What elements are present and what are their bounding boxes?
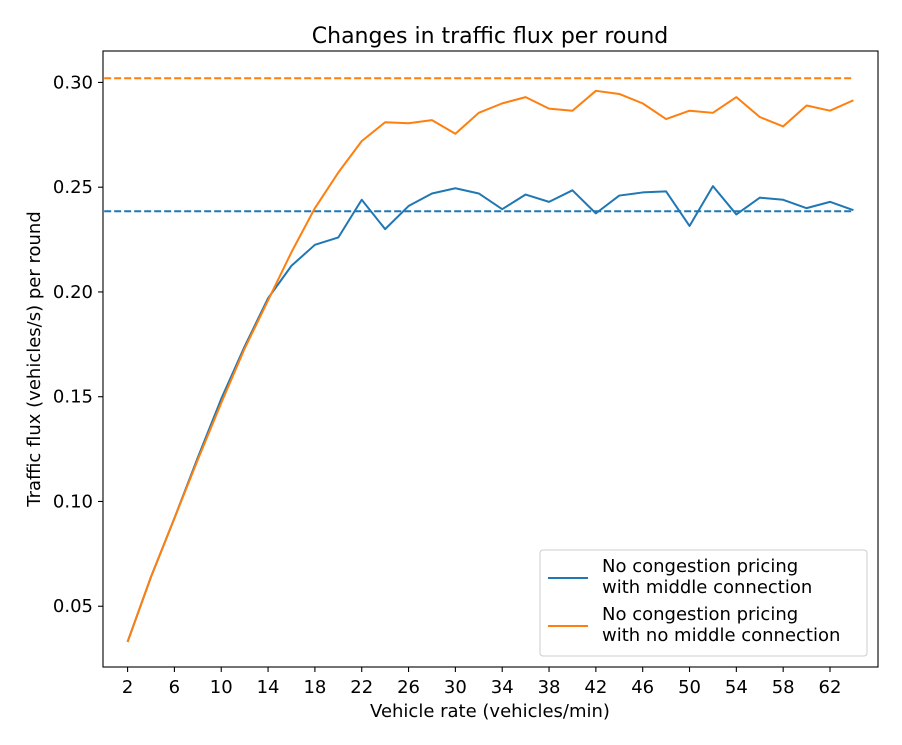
x-tick-label: 14 [257, 677, 280, 698]
legend-box [539, 549, 868, 657]
x-tick-label: 10 [210, 677, 233, 698]
legend-label-2: No congestion pricing [602, 604, 798, 625]
x-tick-label: 46 [631, 677, 654, 698]
x-tick-label: 50 [678, 677, 701, 698]
y-tick-label: 0.25 [53, 177, 93, 198]
x-tick-label: 42 [584, 677, 607, 698]
x-tick-label: 22 [350, 677, 373, 698]
chart-title: Changes in traffic flux per round [312, 24, 668, 49]
legend-label-2: with no middle connection [602, 625, 840, 646]
plot-frame [102, 50, 879, 668]
y-tick-label: 0.30 [53, 72, 93, 93]
x-tick-label: 30 [444, 677, 467, 698]
x-tick-label: 54 [725, 677, 748, 698]
y-axis-label: Traffic flux (vehicles/s) per round [24, 211, 45, 508]
plot-layer [104, 77, 854, 643]
y-axis-ticks: 0.05 0.10 0.15 0.20 0.25 0.30 [53, 72, 103, 617]
x-tick-label: 62 [819, 677, 842, 698]
legend-label-1: with middle connection [602, 577, 812, 598]
x-axis-label: Vehicle rate (vehicles/min) [370, 701, 610, 722]
y-tick-label: 0.05 [53, 596, 93, 617]
x-tick-label: 58 [772, 677, 795, 698]
series-line-2 [126, 89, 854, 643]
x-tick-label: 6 [169, 677, 180, 698]
y-tick-label: 0.20 [53, 282, 93, 303]
x-axis-ticks: 2 6 10 14 18 22 26 30 34 38 42 46 50 54 58 62 [122, 667, 842, 698]
x-tick-label: 26 [397, 677, 420, 698]
x-tick-label: 2 [122, 677, 133, 698]
y-tick-label: 0.10 [53, 491, 93, 512]
x-tick-label: 18 [303, 677, 326, 698]
x-tick-label: 34 [491, 677, 514, 698]
x-tick-label: 38 [538, 677, 561, 698]
y-tick-label: 0.15 [53, 387, 93, 408]
legend-label-1: No congestion pricing [602, 556, 798, 577]
